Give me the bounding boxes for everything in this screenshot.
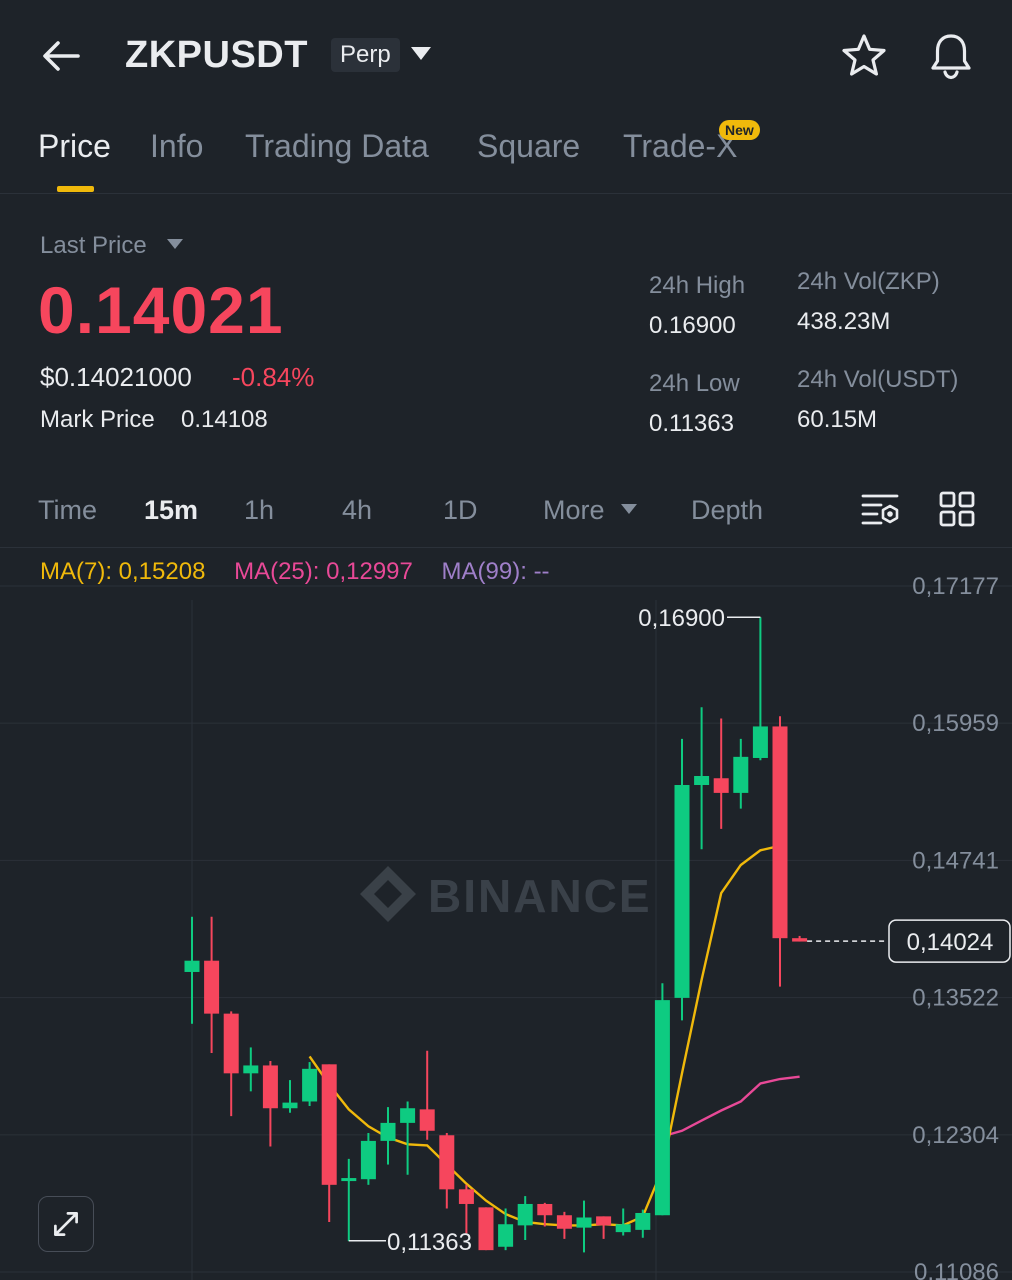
bell-icon[interactable] (926, 30, 976, 80)
active-tab-indicator (57, 186, 94, 192)
candle (772, 716, 788, 987)
candle (341, 1158, 357, 1242)
ma25-line (662, 1075, 800, 1138)
candle (223, 1011, 239, 1117)
expand-icon[interactable] (38, 1196, 94, 1252)
depth-tab[interactable]: Depth (691, 495, 764, 525)
ma25-label: MA(25): 0,12997 (234, 558, 413, 585)
candle (419, 1050, 435, 1140)
contract-type-badge: Perp (331, 38, 400, 72)
tab-price[interactable]: Price (38, 128, 111, 164)
ma7-label: MA(7): 0,15208 (40, 558, 206, 585)
candle (733, 738, 749, 809)
candle (439, 1133, 455, 1209)
last-price-label[interactable]: Last Price (40, 232, 147, 259)
candle (458, 1184, 474, 1234)
new-badge: New (719, 120, 760, 140)
y-tick-label: 0,11086 (914, 1259, 999, 1280)
candle (517, 1196, 533, 1241)
candle (243, 1047, 259, 1092)
candle (713, 718, 729, 829)
binance-logo-icon (360, 866, 416, 922)
ma-legend: MA(7): 0,15208 MA(25): 0,12997 MA(99): -… (40, 558, 550, 586)
ma99-label: MA(99): -- (441, 558, 550, 585)
interval-1d[interactable]: 1D (443, 495, 478, 525)
y-tick-label: 0,14741 (912, 847, 999, 874)
y-tick-label: 0,12304 (912, 1122, 999, 1149)
candle (792, 935, 808, 942)
candle (674, 738, 690, 1021)
chart-low-label: 0,11363 (387, 1229, 472, 1256)
tab-trading-data[interactable]: Trading Data (245, 128, 429, 164)
24h-low-value: 0.11363 (649, 410, 734, 437)
price-chart[interactable]: BINANCE 0,17177 0,15959 0,14741 0,13522 0,12… (0, 548, 1012, 1280)
candle (615, 1208, 631, 1236)
caret-down-icon[interactable] (620, 503, 638, 515)
interval-1h[interactable]: 1h (244, 495, 275, 525)
watermark-text: BINANCE (428, 870, 652, 922)
chart-settings-icon[interactable] (860, 490, 900, 530)
caret-down-icon[interactable] (166, 238, 184, 250)
symbol-title[interactable]: ZKPUSDT (125, 34, 308, 76)
chart-high-label: 0,16900 (638, 605, 725, 632)
y-tick-label: 0,13522 (912, 985, 999, 1012)
current-price-label: 0,14024 (907, 929, 994, 956)
tab-trade-x[interactable]: Trade-X (623, 128, 738, 164)
candle (302, 1062, 318, 1106)
candle (556, 1211, 572, 1239)
candle (537, 1202, 553, 1227)
24h-vol-base-label: 24h Vol(ZKP) (797, 268, 940, 295)
24h-high-label: 24h High (649, 272, 746, 299)
24h-vol-quote-label: 24h Vol(USDT) (797, 366, 959, 393)
candle (576, 1200, 592, 1253)
candle (654, 983, 670, 1216)
divider (0, 547, 1012, 548)
y-tick-label: 0,15959 (912, 710, 999, 737)
candle (400, 1101, 416, 1175)
last-price-value: 0.14021 (38, 273, 284, 347)
back-arrow-icon[interactable] (36, 30, 88, 82)
candle (262, 1060, 278, 1147)
layout-grid-icon[interactable] (938, 490, 976, 528)
candle (498, 1208, 514, 1251)
interval-4h[interactable]: 4h (342, 495, 373, 525)
candle (360, 1133, 376, 1185)
candle (596, 1216, 612, 1239)
24h-low-label: 24h Low (649, 370, 740, 397)
24h-vol-base-value: 438.23M (797, 308, 891, 335)
candle (184, 916, 200, 1024)
current-price-tag (888, 919, 1011, 963)
candle (752, 617, 768, 761)
candle (478, 1207, 494, 1251)
candle (694, 707, 710, 850)
star-icon[interactable] (840, 32, 888, 80)
mark-price-label: Mark Price (40, 406, 155, 433)
interval-time[interactable]: Time (38, 495, 97, 525)
candle (635, 1209, 651, 1238)
chevron-down-icon[interactable] (410, 46, 432, 62)
24h-vol-quote-value: 60.15M (797, 406, 878, 433)
divider (0, 193, 1012, 194)
candle (204, 916, 220, 1054)
y-tick-label: 0,17177 (912, 573, 999, 600)
tab-info[interactable]: Info (150, 128, 204, 164)
candle (282, 1080, 298, 1113)
candle (380, 1107, 396, 1165)
interval-more[interactable]: More (543, 495, 605, 525)
interval-15m[interactable]: 15m (144, 495, 199, 525)
price-change-percent: -0.84% (232, 362, 315, 392)
candle (321, 1064, 337, 1222)
usd-price: $0.14021000 (40, 362, 192, 392)
tab-square[interactable]: Square (477, 128, 581, 164)
mark-price-value: 0.14108 (181, 406, 268, 433)
24h-high-value: 0.16900 (649, 312, 736, 339)
